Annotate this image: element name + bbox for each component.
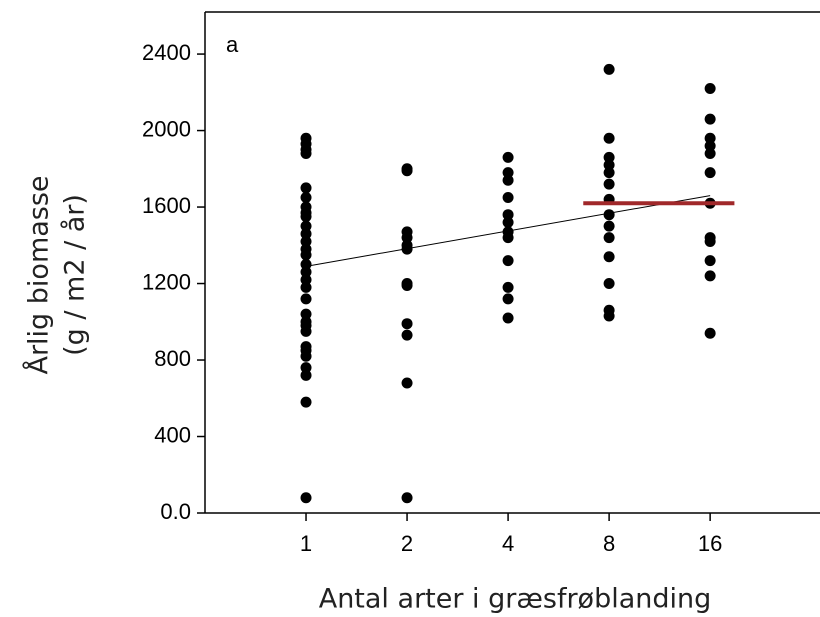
- point: [603, 278, 615, 290]
- point: [704, 255, 716, 267]
- point: [603, 63, 615, 75]
- point: [300, 228, 312, 240]
- y-tick-label: 0.0: [160, 499, 191, 524]
- point: [401, 492, 413, 504]
- point: [704, 140, 716, 152]
- point: [300, 274, 312, 286]
- y-tick-label: 1200: [142, 269, 191, 294]
- point: [300, 350, 312, 362]
- point: [603, 232, 615, 244]
- point: [603, 220, 615, 232]
- point: [300, 148, 312, 160]
- point: [300, 293, 312, 305]
- point: [502, 255, 514, 267]
- point: [603, 209, 615, 221]
- point: [603, 151, 615, 163]
- point: [704, 82, 716, 94]
- x-axis-title: Antal arter i græsfrøblanding: [319, 584, 712, 615]
- x-tick-label: 16: [698, 531, 722, 556]
- point: [300, 325, 312, 337]
- point: [502, 191, 514, 203]
- y-tick-label: 2400: [142, 40, 191, 65]
- point: [603, 159, 615, 171]
- point: [300, 258, 312, 270]
- point: [401, 377, 413, 389]
- x-tick-label: 2: [401, 531, 413, 556]
- point: [300, 396, 312, 408]
- point: [502, 174, 514, 186]
- point: [300, 235, 312, 247]
- x-tick-label: 1: [300, 531, 312, 556]
- point: [603, 251, 615, 263]
- point: [401, 165, 413, 177]
- point: [502, 281, 514, 293]
- y-tick-label: 2000: [142, 116, 191, 141]
- point: [502, 209, 514, 221]
- point: [502, 312, 514, 324]
- point: [603, 178, 615, 190]
- point: [300, 362, 312, 374]
- point: [300, 220, 312, 232]
- point: [300, 182, 312, 194]
- y-tick-label: 1600: [142, 193, 191, 218]
- point: [704, 148, 716, 160]
- point: [300, 369, 312, 381]
- point: [401, 279, 413, 291]
- point: [300, 492, 312, 504]
- point: [300, 308, 312, 320]
- point: [401, 232, 413, 244]
- point: [502, 293, 514, 305]
- y-tick-label: 400: [154, 422, 191, 447]
- point: [401, 329, 413, 341]
- point: [300, 266, 312, 278]
- point: [502, 232, 514, 244]
- point: [704, 235, 716, 247]
- point: [704, 327, 716, 339]
- y-tick-label: 800: [154, 346, 191, 371]
- point: [300, 249, 312, 261]
- point: [603, 310, 615, 322]
- x-tick-label: 4: [502, 531, 514, 556]
- point: [603, 132, 615, 144]
- point: [300, 281, 312, 293]
- trend-line: [305, 195, 711, 267]
- point: [502, 151, 514, 163]
- point: [704, 270, 716, 282]
- y-axis-title: Årlig biomasse: [23, 175, 55, 374]
- y-axis-title: (g / m2 / år): [60, 194, 91, 356]
- point: [300, 211, 312, 223]
- point: [401, 318, 413, 330]
- point: [603, 167, 615, 179]
- point: [502, 216, 514, 228]
- panel-label: a: [226, 32, 239, 57]
- x-tick-label: 8: [603, 531, 615, 556]
- point: [502, 167, 514, 179]
- point: [704, 113, 716, 125]
- point: [704, 132, 716, 144]
- point: [704, 167, 716, 179]
- point: [300, 191, 312, 203]
